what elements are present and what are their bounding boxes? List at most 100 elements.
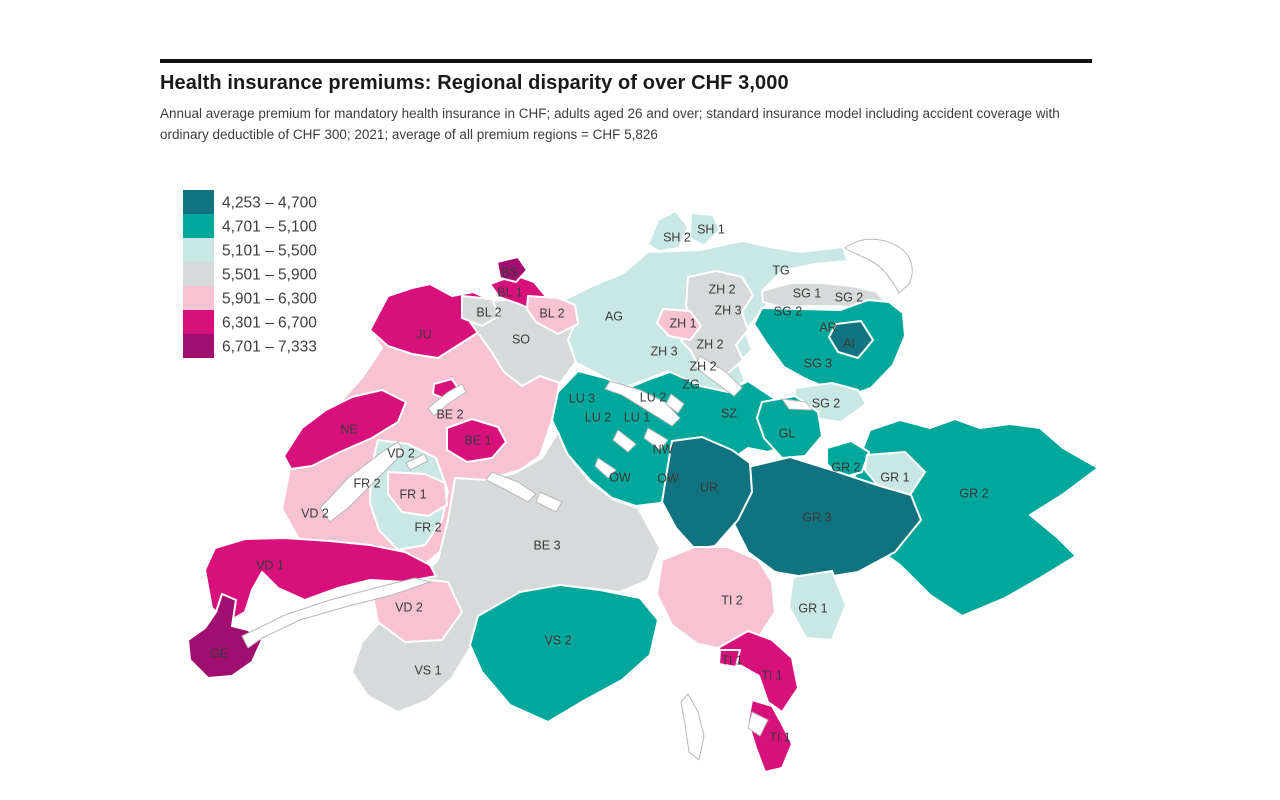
region-label-sg2: SG 2: [812, 397, 841, 411]
region-zh1: [656, 308, 702, 341]
region-label-lu2: LU 2: [585, 411, 611, 425]
region-label-nw: NW: [653, 443, 674, 457]
legend: 4,253 – 4,700 4,701 – 5,100 5,101 – 5,500 5…: [183, 190, 317, 358]
region-label-sz: SZ: [721, 407, 737, 421]
lake-lucerne-arm: [643, 427, 669, 451]
region-sg3-ar: [753, 299, 906, 397]
region-be1: [446, 418, 507, 463]
lake-lucerne: [604, 380, 681, 427]
region-label-bl2: BL 2: [476, 306, 501, 320]
region-label-ti1: TI 1: [761, 669, 783, 683]
page-subtitle: Annual average premium for mandatory hea…: [160, 106, 1060, 142]
region-label-bs: BS: [502, 266, 519, 280]
legend-swatch-3: [183, 238, 214, 262]
region-sh1: [689, 212, 721, 247]
region-label-lu3: LU 3: [569, 392, 595, 406]
region-label-zh1: ZH 1: [669, 317, 696, 331]
region-label-vs2: VS 2: [544, 634, 571, 648]
lake-biel: [427, 383, 467, 417]
region-label-tg: TG: [772, 264, 789, 278]
lake-sarnen: [594, 457, 617, 479]
legend-label-1: 4,253 – 4,700: [222, 195, 317, 212]
region-label-vd1: VD 1: [256, 559, 284, 573]
region-label-gr2: GR 2: [831, 461, 860, 475]
region-ne: [283, 389, 407, 470]
lake-geneva: [241, 577, 431, 649]
region-label-ju: JU: [416, 328, 431, 342]
lake-brienz: [535, 491, 563, 513]
lake-constance-outline: [844, 238, 913, 294]
region-gr3: [731, 456, 922, 580]
region-label-gr1: GR 1: [798, 602, 827, 616]
legend-swatch-1: [183, 190, 214, 214]
region-ge: [187, 593, 263, 679]
lake-zurich: [693, 355, 743, 397]
lake-maggiore: [680, 693, 705, 761]
region-label-bl1: BL 1: [497, 286, 522, 300]
legend-swatch-6: [183, 310, 214, 334]
region-label-zg: ZG: [682, 378, 699, 392]
region-label-sg2: SG 2: [774, 305, 803, 319]
region-fr1: [387, 471, 448, 517]
lake-lugano: [747, 711, 769, 737]
region-label-zh3: ZH 3: [714, 304, 741, 318]
lake-thun: [485, 471, 537, 503]
top-rule: [160, 59, 1092, 63]
region-label-be2: BE 2: [436, 408, 463, 422]
lake-zug: [665, 393, 685, 414]
legend-swatch-2: [183, 214, 214, 238]
region-gr2-small: [826, 440, 870, 479]
region-label-zh2: ZH 2: [689, 360, 716, 374]
region-label-vs1: VS 1: [414, 664, 441, 678]
legend-label-2: 4,701 – 5,100: [222, 219, 317, 236]
legend-swatch-4: [183, 262, 214, 286]
page-title: Health insurance premiums: Regional disp…: [160, 72, 789, 94]
region-label-sh2: SH 2: [663, 231, 691, 245]
region-label-ti1: TI 1: [721, 654, 743, 668]
legend-label-6: 6,301 – 6,700: [222, 315, 317, 332]
region-vs2: [469, 584, 659, 723]
lake-lucerne-arm2: [612, 429, 637, 453]
region-label-ow: OW: [609, 471, 631, 485]
region-label-so: SO: [512, 333, 530, 347]
region-label-fr1: FR 1: [399, 488, 426, 502]
region-gr1-south: [788, 570, 847, 641]
region-label-gr2: GR 2: [959, 487, 988, 501]
legend-swatch-5: [183, 286, 214, 310]
region-label-ow: OW: [657, 472, 679, 486]
region-label-ti1: TI 1: [769, 731, 791, 745]
legend-label-7: 6,701 – 7,333: [222, 339, 317, 356]
legend-swatch-7: [183, 334, 214, 358]
region-label-vd2: VD 2: [395, 601, 423, 615]
lake-neuchatel: [319, 441, 405, 523]
region-label-vd2: VD 2: [387, 447, 415, 461]
region-label-zh3: ZH 3: [650, 345, 677, 359]
region-ti2: [656, 546, 776, 651]
region-ti1-main: [717, 630, 799, 713]
map-regions: [187, 210, 1099, 773]
region-label-gr3: GR 3: [802, 511, 831, 525]
region-label-sg2: SG 2: [835, 291, 864, 305]
region-label-zh2: ZH 2: [696, 338, 723, 352]
region-label-fr2: FR 2: [353, 477, 380, 491]
legend-label-4: 5,501 – 5,900: [222, 267, 317, 284]
region-label-sg1: SG 1: [793, 287, 822, 301]
region-label-ge: GE: [210, 647, 228, 661]
region-label-bl2: BL 2: [539, 307, 564, 321]
region-label-zh2: ZH 2: [708, 283, 735, 297]
region-label-lu2: LU 2: [640, 391, 666, 405]
region-label-fr2: FR 2: [414, 521, 441, 535]
region-label-ai: AI: [843, 337, 855, 351]
legend-label-3: 5,101 – 5,500: [222, 243, 317, 260]
region-label-be1: BE 1: [464, 434, 491, 448]
region-label-ag: AG: [605, 310, 623, 324]
lake-walensee: [781, 398, 813, 411]
lakes-and-borders: [241, 238, 913, 761]
region-bs: [496, 256, 528, 283]
lake-murten: [405, 453, 429, 471]
region-label-gr1: GR 1: [880, 471, 909, 485]
region-label-lu1: LU 1: [624, 411, 650, 425]
